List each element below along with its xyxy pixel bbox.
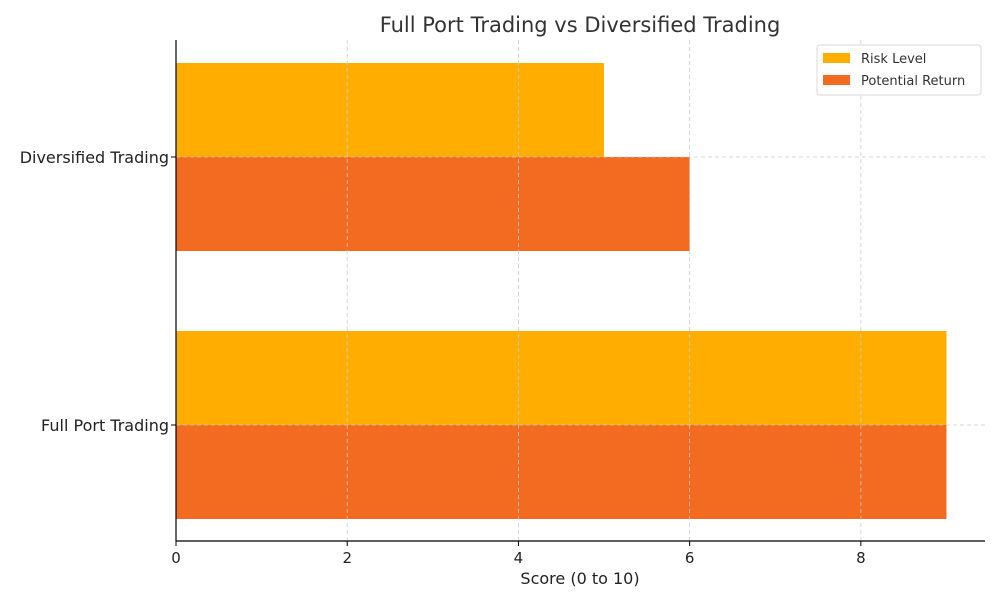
- x-tick-label: 4: [514, 549, 524, 567]
- legend-swatch-risk-level: [823, 53, 850, 63]
- legend-box: [816, 44, 982, 96]
- grid-lines: [176, 40, 985, 541]
- bar-risk-level-diversified-trading: [176, 63, 605, 157]
- bar-potential-return-full-port-trading: [176, 425, 947, 519]
- x-tick-label: 8: [856, 549, 866, 567]
- x-tick-label: 2: [342, 549, 352, 567]
- bar-potential-return-diversified-trading: [176, 157, 690, 251]
- legend-swatch-potential-return: [823, 75, 850, 85]
- y-tick-label: Full Port Trading: [41, 416, 169, 435]
- legend-label-risk-level: Risk Level: [861, 52, 926, 67]
- chart-title: Full Port Trading vs Diversified Trading: [380, 13, 781, 37]
- bar-risk-level-full-port-trading: [176, 331, 947, 425]
- x-tick-label: 0: [171, 549, 181, 567]
- y-tick-label: Diversified Trading: [20, 148, 169, 167]
- x-axis-label: Score (0 to 10): [520, 569, 639, 588]
- bars: [176, 63, 947, 519]
- legend: Risk Level Potential Return: [816, 44, 982, 96]
- axes: [175, 40, 985, 542]
- legend-label-potential-return: Potential Return: [861, 74, 965, 89]
- x-tick-label: 6: [685, 549, 695, 567]
- tick-labels: 0 2 4 6 8 Full Port Trading Diversified Tradin…: [20, 148, 866, 567]
